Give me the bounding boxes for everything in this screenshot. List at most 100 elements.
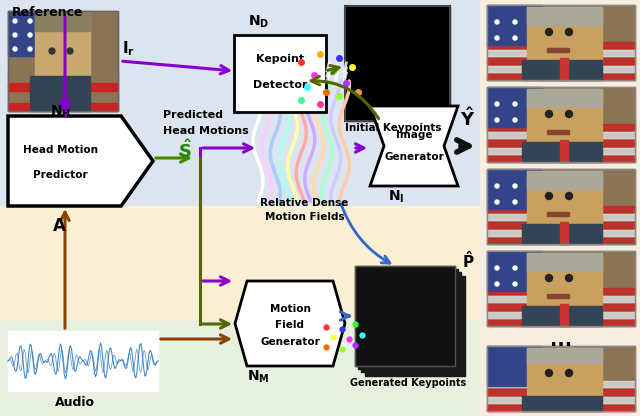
Bar (487, 304, 635, 310)
Bar (358, 269, 458, 369)
Bar (487, 42, 635, 48)
Bar (560, 304, 568, 326)
Bar (487, 222, 635, 228)
Text: Initial Keypoints: Initial Keypoints (345, 123, 442, 133)
Text: $\mathbf{A}$: $\mathbf{A}$ (52, 217, 67, 235)
Bar (8, 93, 118, 101)
Bar (487, 124, 635, 130)
Text: Motion Fields: Motion Fields (265, 212, 344, 222)
Bar (487, 397, 635, 403)
Text: Head Motion: Head Motion (22, 145, 98, 155)
Bar (355, 266, 455, 366)
Circle shape (495, 36, 499, 40)
Circle shape (495, 20, 499, 24)
Bar (50, 71, 75, 86)
Bar (487, 405, 635, 411)
Bar (527, 171, 602, 229)
Circle shape (513, 36, 517, 40)
Bar (527, 253, 602, 311)
Circle shape (531, 20, 535, 24)
Circle shape (513, 118, 517, 122)
Bar (527, 7, 602, 65)
Circle shape (545, 111, 552, 117)
Bar (487, 381, 635, 387)
Bar (487, 50, 635, 56)
Text: $\mathbf{I_r}$: $\mathbf{I_r}$ (122, 39, 135, 58)
Bar (487, 320, 635, 326)
Text: Kepoint: Kepoint (256, 54, 304, 64)
Circle shape (495, 200, 499, 204)
Text: $\mathbf{\hat{P}}$: $\mathbf{\hat{P}}$ (462, 250, 474, 271)
Circle shape (67, 48, 73, 54)
Circle shape (566, 275, 573, 282)
Text: $\mathbf{\hat{S}}$: $\mathbf{\hat{S}}$ (178, 139, 192, 162)
Circle shape (566, 111, 573, 117)
Circle shape (513, 102, 517, 106)
Text: Predicted: Predicted (163, 110, 223, 120)
Bar (8, 331, 158, 391)
Circle shape (495, 266, 499, 270)
Circle shape (566, 29, 573, 35)
Bar (35, 16, 90, 76)
Bar (0, 321, 480, 416)
Bar (522, 224, 602, 244)
Bar (487, 156, 635, 162)
Bar (527, 171, 602, 189)
Bar (487, 312, 635, 318)
Text: Generator: Generator (260, 337, 320, 347)
Bar (487, 5, 542, 45)
Text: Relative Dense: Relative Dense (260, 198, 348, 208)
Bar (487, 169, 635, 244)
Text: $\mathbf{N_I}$: $\mathbf{N_I}$ (388, 189, 404, 206)
Circle shape (513, 266, 517, 270)
Text: Predictor: Predictor (33, 169, 88, 179)
Bar (522, 396, 602, 411)
Circle shape (13, 47, 17, 51)
Bar (480, 0, 640, 416)
Text: $\mathbf{N_H}$: $\mathbf{N_H}$ (50, 104, 71, 120)
Circle shape (513, 184, 517, 188)
Bar (8, 11, 53, 56)
Bar (487, 148, 635, 154)
Bar (522, 142, 602, 162)
Circle shape (495, 118, 499, 122)
Text: Head Motions: Head Motions (163, 126, 249, 136)
Bar (487, 214, 635, 220)
Bar (527, 348, 602, 363)
Polygon shape (235, 281, 345, 366)
Circle shape (566, 369, 573, 376)
Bar (547, 48, 569, 52)
Circle shape (566, 193, 573, 200)
Bar (8, 103, 118, 111)
Bar (527, 7, 602, 25)
Text: Detector: Detector (253, 80, 307, 90)
Bar (8, 11, 118, 111)
Bar (487, 206, 635, 212)
Bar (547, 130, 569, 134)
Bar (345, 6, 450, 121)
Polygon shape (8, 116, 153, 206)
Text: Audio: Audio (55, 396, 95, 409)
Circle shape (531, 36, 535, 40)
Bar (487, 87, 635, 162)
Bar (487, 169, 635, 244)
Circle shape (43, 33, 47, 37)
Text: Image: Image (396, 130, 432, 140)
Circle shape (495, 102, 499, 106)
Circle shape (513, 282, 517, 286)
Text: Field: Field (275, 320, 305, 330)
Circle shape (531, 118, 535, 122)
Circle shape (495, 184, 499, 188)
Bar (560, 58, 568, 80)
Bar (487, 58, 635, 64)
Bar (487, 251, 635, 326)
Circle shape (43, 47, 47, 51)
Bar (345, 6, 450, 121)
Bar (527, 89, 602, 147)
Bar (0, 206, 480, 321)
Circle shape (531, 282, 535, 286)
Bar (522, 60, 602, 80)
Bar (355, 266, 455, 366)
Bar (487, 140, 635, 146)
Bar (547, 212, 569, 216)
